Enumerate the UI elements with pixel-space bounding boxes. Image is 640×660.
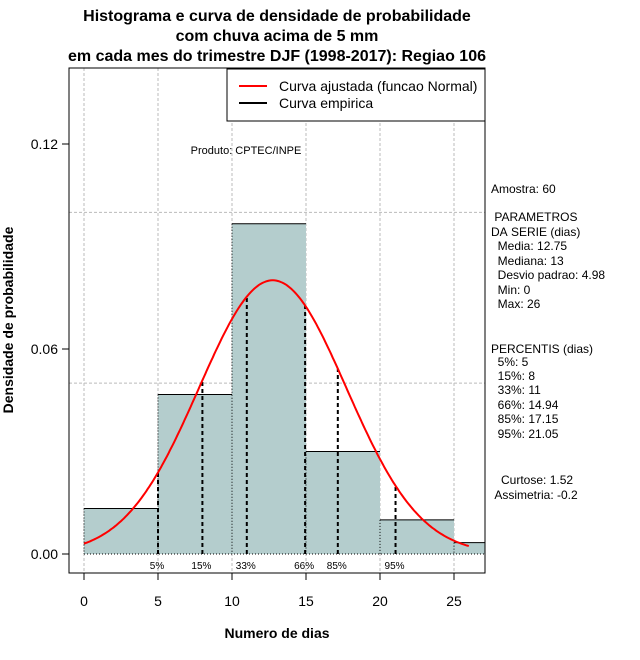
side-stat-text: Curtose: 1.52 bbox=[491, 473, 573, 487]
side-stat-text: PARAMETROS bbox=[491, 210, 577, 224]
histogram-bar bbox=[380, 519, 454, 554]
histogram-bar bbox=[306, 451, 380, 554]
y-axis-label: Densidade de probabilidade bbox=[0, 226, 16, 413]
side-stat-text: PERCENTIS (dias) bbox=[491, 342, 593, 356]
percentile-label: 33% bbox=[236, 561, 256, 572]
histogram-bar bbox=[232, 223, 306, 554]
histogram-bar bbox=[454, 542, 485, 554]
percentile-label: 15% bbox=[191, 561, 211, 572]
y-tick-label: 0.12 bbox=[31, 136, 58, 152]
y-tick-label: 0.06 bbox=[31, 341, 58, 357]
histogram-bar bbox=[158, 394, 232, 554]
side-stat-text: Max: 26 bbox=[491, 297, 541, 311]
legend-empirical: Curva empirica bbox=[279, 95, 373, 111]
side-stat-text: 15%: 8 bbox=[491, 369, 535, 383]
title-line-1: Histograma e curva de densidade de proba… bbox=[83, 8, 471, 25]
legend-normal: Curva ajustada (funcao Normal) bbox=[279, 78, 477, 94]
side-stat-text: Mediana: 13 bbox=[491, 254, 564, 268]
side-stat-text: 85%: 17.15 bbox=[491, 412, 559, 426]
side-stat-text: DA SERIE (dias) bbox=[491, 225, 580, 239]
percentile-label: 85% bbox=[327, 561, 347, 572]
side-stat-text: Assimetria: -0.2 bbox=[491, 488, 578, 502]
y-tick-label: 0.00 bbox=[31, 546, 58, 562]
percentile-label: 5% bbox=[150, 561, 165, 572]
x-tick-label: 15 bbox=[298, 593, 314, 609]
x-tick-label: 25 bbox=[446, 593, 462, 609]
normal-curve bbox=[83, 279, 470, 548]
product-annotation: Produto: CPTEC/INPE bbox=[191, 145, 302, 157]
x-tick-label: 10 bbox=[224, 593, 240, 609]
legend: Curva ajustada (funcao Normal) Curva emp… bbox=[226, 68, 486, 122]
x-tick-label: 20 bbox=[372, 593, 388, 609]
side-stat-text: 95%: 21.05 bbox=[491, 427, 559, 441]
side-stat-text: 33%: 11 bbox=[491, 383, 541, 397]
side-stat-text: 66%: 14.94 bbox=[491, 398, 559, 412]
percentile-label: 95% bbox=[385, 561, 405, 572]
title-line-2: com chuva acima de 5 mm bbox=[176, 28, 379, 45]
x-tick-label: 5 bbox=[154, 593, 162, 609]
side-stat-text: 5%: 5 bbox=[491, 355, 529, 369]
side-stat-text: Amostra: 60 bbox=[491, 182, 556, 196]
plot-frame bbox=[68, 67, 486, 574]
side-stat-text: Media: 12.75 bbox=[491, 239, 567, 253]
percentile-label: 66% bbox=[294, 561, 314, 572]
side-stat-text: Desvio padrao: 4.98 bbox=[491, 268, 605, 282]
x-tick-label: 0 bbox=[80, 593, 88, 609]
histogram-bar bbox=[84, 508, 158, 554]
title-line-3: em cada mes do trimestre DJF (1998-2017)… bbox=[68, 48, 486, 65]
side-stat-text: Min: 0 bbox=[491, 283, 531, 297]
x-axis-label: Numero de dias bbox=[224, 625, 329, 641]
